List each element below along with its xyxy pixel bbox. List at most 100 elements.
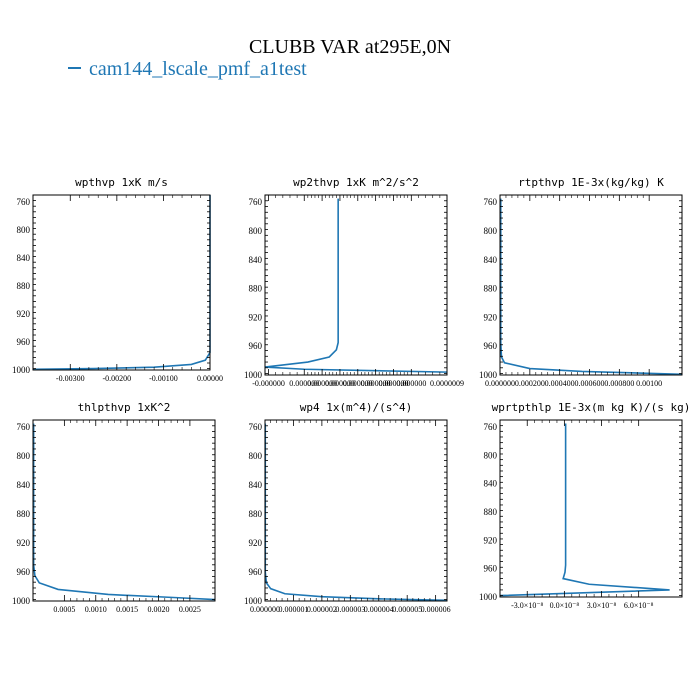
y-tick-label: 760 — [249, 422, 263, 432]
y-tick-label: 840 — [17, 253, 31, 263]
y-tick-label: 1000 — [12, 365, 31, 375]
y-tick-label: 920 — [484, 535, 498, 545]
x-tick-label: -3.0×10⁻⁸ — [511, 601, 543, 610]
legend: cam144_lscale_pmf_a1test — [68, 58, 307, 81]
y-tick-label: 1000 — [479, 370, 498, 380]
y-tick-label: 840 — [484, 255, 498, 265]
y-tick-label: 920 — [484, 312, 498, 322]
x-tick-label: 0.000006 — [421, 605, 451, 614]
x-tick-label: 0.000000 — [289, 379, 319, 388]
x-tick-label: 0.00100 — [636, 379, 662, 388]
x-tick-label: 0.0015 — [116, 605, 138, 614]
y-tick-label: 1000 — [244, 370, 263, 380]
panel-5: wp4 1x(m^4)/(s^4)76080084088092096010000… — [244, 401, 451, 614]
plot-frame — [499, 194, 683, 376]
y-tick-label: 800 — [17, 225, 31, 235]
y-tick-label: 800 — [249, 451, 263, 461]
y-tick-label: 960 — [249, 567, 263, 577]
x-tick-label: 0.000000 — [343, 379, 373, 388]
x-tick-label: 0.000004 — [364, 605, 394, 614]
x-tick-label: 0.000000 — [307, 379, 337, 388]
y-tick-label: 920 — [17, 309, 31, 319]
series-line — [499, 198, 683, 376]
y-tick-label: 960 — [484, 564, 498, 574]
plot-frame — [264, 419, 448, 602]
y-tick-label: 760 — [17, 197, 31, 207]
y-tick-label: 1000 — [12, 596, 31, 606]
plot-frame — [264, 194, 448, 376]
y-tick-label: 880 — [249, 509, 263, 519]
x-tick-label: 0.0000009 — [430, 379, 464, 388]
panel-title: rtpthvp 1E-3x(kg/kg) K — [518, 176, 664, 189]
x-tick-label: -0.000000 — [252, 379, 285, 388]
y-tick-label: 800 — [484, 450, 498, 460]
x-tick-label: 0.000001 — [278, 605, 308, 614]
y-tick-label: 840 — [484, 479, 498, 489]
plot-frame — [32, 194, 211, 371]
x-tick-label: 0.000800 — [604, 379, 634, 388]
plot-frame — [32, 419, 216, 602]
x-tick-label: 6.0×10⁻⁸ — [624, 601, 654, 610]
y-tick-label: 920 — [249, 538, 263, 548]
x-tick-label: -0.00200 — [103, 374, 132, 383]
y-tick-label: 760 — [17, 422, 31, 432]
y-tick-label: 920 — [17, 538, 31, 548]
x-tick-label: 0.000400 — [545, 379, 575, 388]
x-tick-label: -0.00100 — [149, 374, 178, 383]
x-tick-label: 0.000000 — [485, 379, 515, 388]
y-tick-label: 880 — [249, 284, 263, 294]
x-tick-label: 0.00000 — [197, 374, 223, 383]
x-tick-label: 0.000002 — [307, 605, 337, 614]
panel-title: thlpthvp 1xK^2 — [78, 401, 171, 414]
y-tick-label: 880 — [484, 284, 498, 294]
x-tick-label: 0.0020 — [148, 605, 170, 614]
panel-title: wp2thvp 1xK m^2/s^2 — [293, 176, 419, 189]
y-tick-label: 880 — [17, 281, 31, 291]
y-tick-label: 840 — [249, 480, 263, 490]
panel-title: wpthvp 1xK m/s — [75, 176, 168, 189]
x-tick-label: 3.0×10⁻⁸ — [587, 601, 617, 610]
y-tick-label: 1000 — [244, 596, 263, 606]
y-tick-label: 840 — [249, 255, 263, 265]
series-line — [32, 423, 216, 601]
x-tick-label: 0.0010 — [85, 605, 107, 614]
plot-frame — [499, 419, 683, 598]
y-tick-label: 1000 — [479, 592, 498, 602]
x-tick-label: 0.0005 — [53, 605, 75, 614]
y-tick-label: 960 — [484, 341, 498, 351]
x-tick-label: 0.000000 — [396, 379, 426, 388]
panel-3: rtpthvp 1E-3x(kg/kg) K 760 800 840 880 920 960… — [479, 176, 683, 388]
series-line — [264, 198, 448, 373]
panel-title: wp4 1x(m^4)/(s^4) — [300, 401, 413, 414]
x-tick-label: 0.0025 — [179, 605, 201, 614]
panel-title: wprtpthlp 1E-3x(m kg K)/(s kg) — [492, 401, 691, 414]
panel-1: wpthvp 1xK m/s 760 800 840 880 920 960 1000 -0.0… — [12, 176, 223, 383]
x-tick-label: 0.000000 — [325, 379, 355, 388]
series-line — [499, 423, 670, 597]
y-tick-label: 960 — [17, 567, 31, 577]
series-line — [264, 423, 448, 602]
y-tick-label: 800 — [17, 451, 31, 461]
x-tick-label: 0.000005 — [392, 605, 422, 614]
y-tick-label: 880 — [484, 507, 498, 517]
y-tick-label: 760 — [484, 422, 498, 432]
y-tick-label: 800 — [249, 226, 263, 236]
y-tick-label: 960 — [17, 337, 31, 347]
y-tick-label: 800 — [484, 226, 498, 236]
panel-4: thlpthvp 1xK^2 760 800 840 880 920 960 1000 0.00… — [12, 401, 216, 614]
page-title: CLUBB VAR at295E,0N — [248, 36, 452, 58]
y-tick-label: 760 — [249, 197, 263, 207]
y-tick-label: 760 — [484, 197, 498, 207]
x-tick-label: 0.0×10⁻⁸ — [550, 601, 580, 610]
x-tick-label: -0.00300 — [56, 374, 85, 383]
series-line — [32, 195, 211, 371]
x-tick-label: 0.000003 — [335, 605, 365, 614]
y-tick-label: 880 — [17, 509, 31, 519]
x-tick-label: 0.000200 — [515, 379, 545, 388]
x-tick-label: 0.000000 — [250, 605, 280, 614]
y-tick-label: 960 — [249, 341, 263, 351]
y-tick-label: 920 — [249, 312, 263, 322]
x-tick-label: 0.000000 — [378, 379, 408, 388]
x-tick-label: 0.000600 — [575, 379, 605, 388]
